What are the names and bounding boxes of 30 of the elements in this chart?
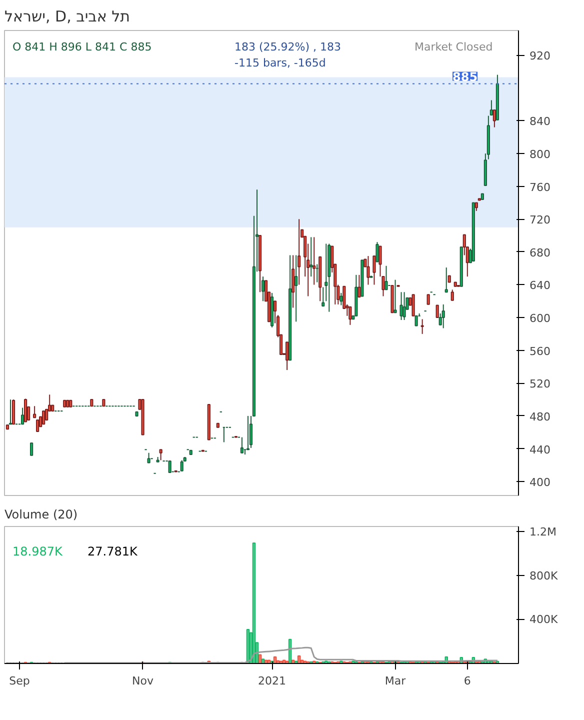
annotation: -115 bars, -165d [234, 56, 326, 70]
y-tick-label: 440 [530, 443, 550, 456]
annotation: O 841 H 896 L 841 C 885 [12, 40, 152, 54]
y-tick-label: 480 [530, 410, 550, 424]
x-tick-label: Nov [132, 674, 154, 688]
y-tick-label: 720 [530, 214, 550, 227]
y-tick-label: 1.2M [530, 525, 556, 538]
annotation: Market Closed [414, 40, 493, 54]
chart-title: Volume (20) [4, 508, 78, 522]
y-tick-label: 400 [530, 476, 550, 490]
annotation: 18.987K [12, 544, 64, 558]
y-tick-label: 520 [530, 378, 550, 391]
annotation: 27.781K [88, 544, 138, 558]
x-tick-label: Mar [384, 674, 406, 688]
y-tick-label: 400K [530, 613, 558, 626]
y-tick-label: 920 [530, 50, 550, 63]
x-tick-label: Sep [9, 674, 30, 688]
y-tick-label: 640 [530, 279, 550, 292]
ref-line-label: 885 [452, 70, 478, 84]
x-tick-label: 6 [464, 674, 471, 688]
y-tick-label: 800 [530, 148, 550, 162]
y-tick-label: 760 [530, 180, 550, 194]
chart-title: ישראל, D, תל אביב [4, 8, 130, 26]
annotation: 183 (25.92%) , 183 [234, 40, 342, 54]
y-tick-label: 560 [530, 344, 550, 358]
y-tick-label: 840 [530, 115, 550, 128]
y-tick-label: 800K [530, 569, 558, 582]
y-tick-label: 600 [530, 312, 550, 326]
x-tick-label: 2021 [258, 674, 286, 688]
y-tick-label: 680 [530, 246, 550, 260]
